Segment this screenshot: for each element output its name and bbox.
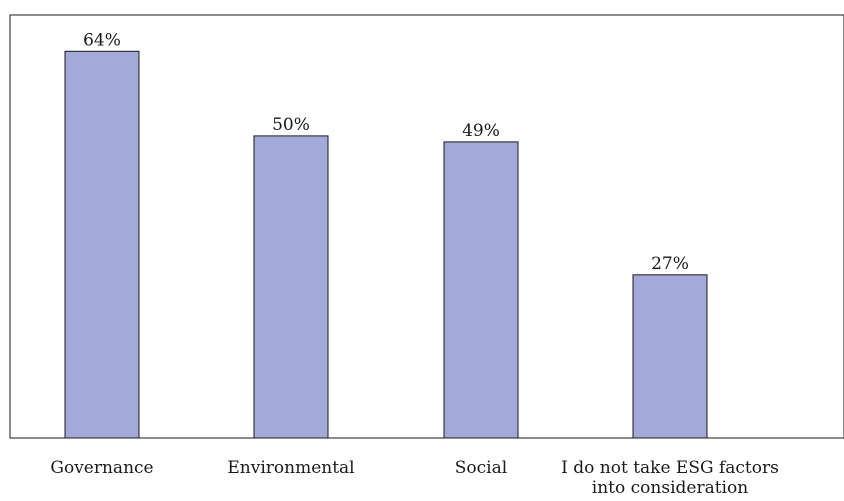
data-label-environmental: 50% bbox=[272, 115, 310, 135]
bar-governance bbox=[64, 50, 140, 439]
bar-environmental bbox=[253, 135, 329, 439]
bars-group bbox=[64, 50, 708, 439]
bar-i-do-not-take-esg-factors bbox=[632, 274, 708, 439]
category-label-environmental: Environmental bbox=[227, 458, 354, 478]
data-label-governance: 64% bbox=[83, 30, 121, 50]
category-label-governance: Governance bbox=[50, 458, 153, 478]
data-label-i-do-not-take-esg-factors: 27% bbox=[651, 254, 689, 274]
category-label-i-do-not-take-esg-factors-line-1: I do not take ESG factors bbox=[561, 458, 779, 478]
category-label-social: Social bbox=[455, 458, 507, 478]
plot-frame bbox=[9, 14, 844, 439]
category-label-i-do-not-take-esg-factors-line-2: into consideration bbox=[592, 478, 748, 498]
data-label-social: 49% bbox=[462, 121, 500, 141]
data-labels-group: 64% 50% 49% 27% bbox=[83, 30, 689, 273]
category-labels-group: Governance Environmental Social I do not ta… bbox=[50, 458, 778, 498]
bar-social bbox=[443, 141, 519, 439]
